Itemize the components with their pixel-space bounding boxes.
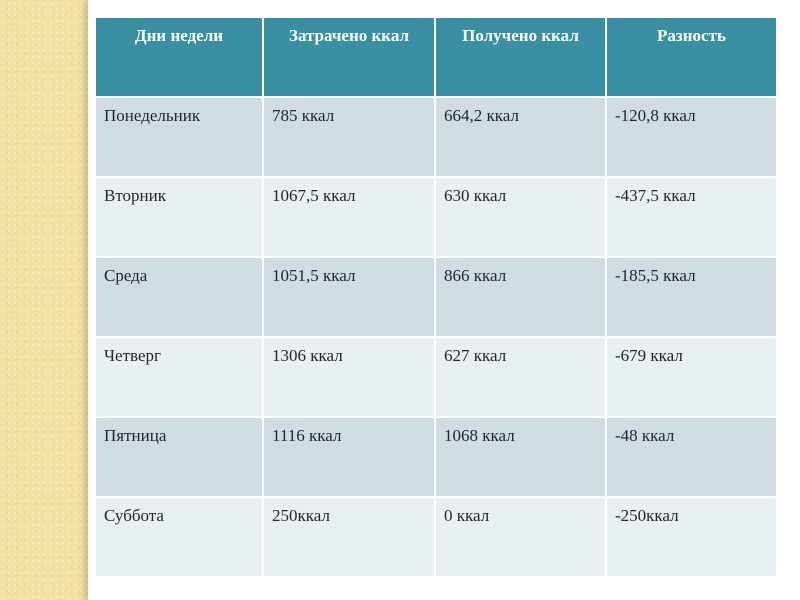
cell-day: Пятница: [94, 416, 264, 498]
cell-spent: 1306 ккал: [262, 336, 436, 418]
cell-difference: -48 ккал: [605, 416, 778, 498]
cell-difference: -250ккал: [605, 496, 778, 578]
header-spent: Затрачено ккал: [262, 16, 436, 98]
header-difference: Разность: [605, 16, 778, 98]
header-received: Получено ккал: [434, 16, 607, 98]
cell-received: 1068 ккал: [434, 416, 607, 498]
cell-difference: -185,5 ккал: [605, 256, 778, 338]
cell-difference: -120,8 ккал: [605, 96, 778, 178]
cell-difference: -679 ккал: [605, 336, 778, 418]
table-header-row: Дни недели Затрачено ккал Получено ккал …: [94, 16, 778, 98]
cell-day: Понедельник: [94, 96, 264, 178]
cell-received: 627 ккал: [434, 336, 607, 418]
table-row: Четверг 1306 ккал 627 ккал -679 ккал: [94, 336, 778, 418]
cell-difference: -437,5 ккал: [605, 176, 778, 258]
table-row: Среда 1051,5 ккал 866 ккал -185,5 ккал: [94, 256, 778, 338]
cell-day: Суббота: [94, 496, 264, 578]
cell-spent: 1051,5 ккал: [262, 256, 436, 338]
calorie-table: Дни недели Затрачено ккал Получено ккал …: [94, 16, 778, 578]
cell-day: Среда: [94, 256, 264, 338]
table-row: Понедельник 785 ккал 664,2 ккал -120,8 к…: [94, 96, 778, 178]
table-row: Вторник 1067,5 ккал 630 ккал -437,5 ккал: [94, 176, 778, 258]
cell-received: 0 ккал: [434, 496, 607, 578]
table-row: Суббота 250ккал 0 ккал -250ккал: [94, 496, 778, 578]
cell-received: 866 ккал: [434, 256, 607, 338]
cell-spent: 785 ккал: [262, 96, 436, 178]
cell-spent: 250ккал: [262, 496, 436, 578]
table-row: Пятница 1116 ккал 1068 ккал -48 ккал: [94, 416, 778, 498]
cell-received: 664,2 ккал: [434, 96, 607, 178]
header-days: Дни недели: [94, 16, 264, 98]
cell-spent: 1116 ккал: [262, 416, 436, 498]
cell-spent: 1067,5 ккал: [262, 176, 436, 258]
cell-day: Четверг: [94, 336, 264, 418]
cell-received: 630 ккал: [434, 176, 607, 258]
cell-day: Вторник: [94, 176, 264, 258]
